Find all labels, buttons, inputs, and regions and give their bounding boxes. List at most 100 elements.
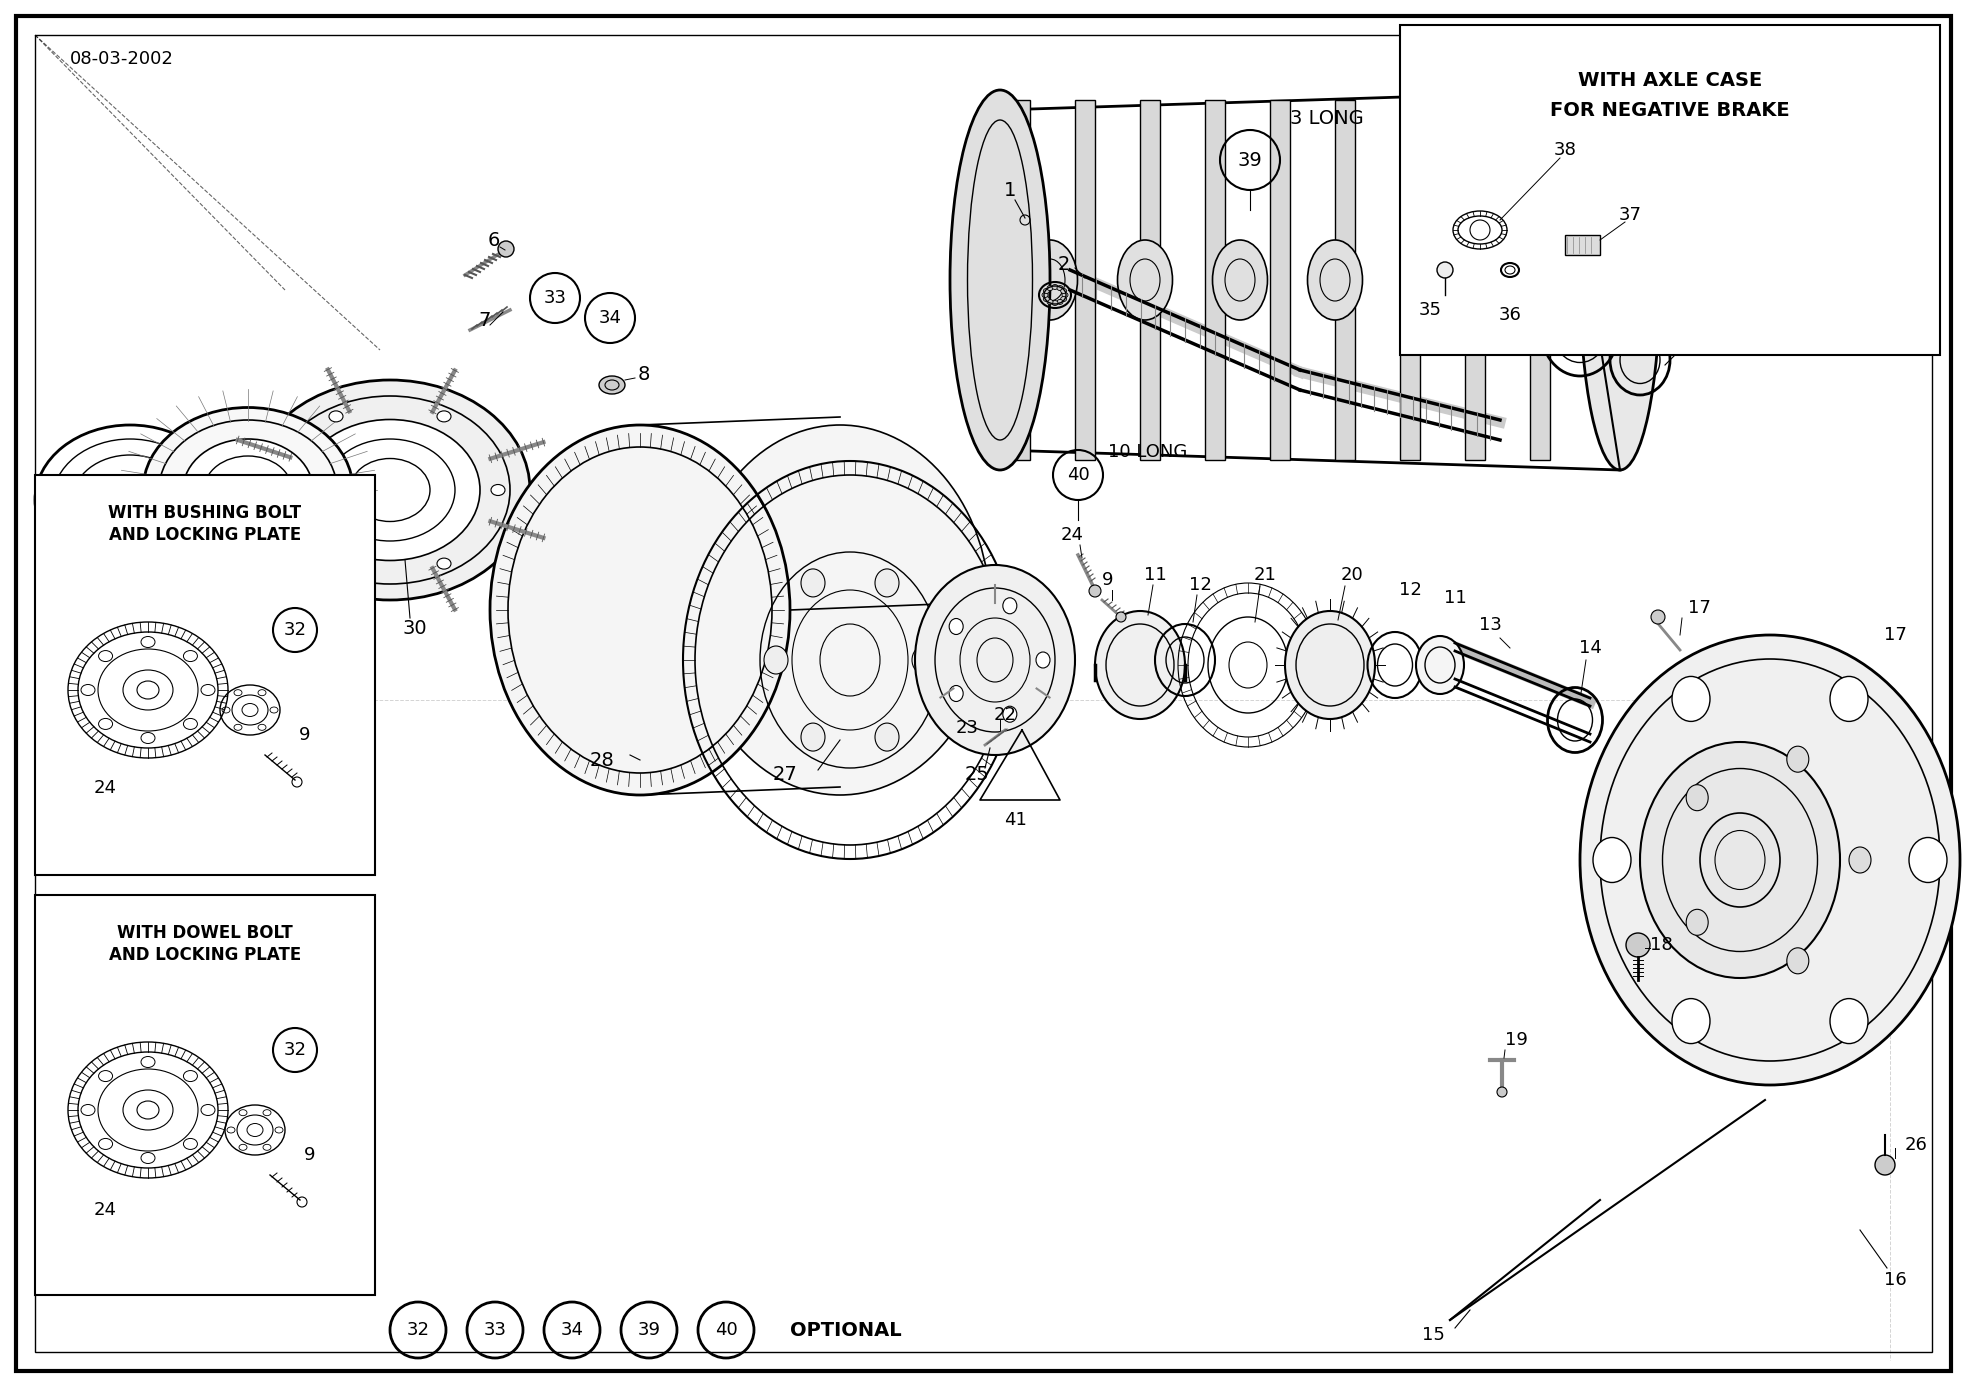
Ellipse shape	[1060, 288, 1066, 294]
Ellipse shape	[1526, 226, 1538, 234]
Ellipse shape	[1037, 652, 1050, 669]
Text: 30: 30	[403, 619, 427, 638]
Bar	[1401, 25, 1939, 355]
Ellipse shape	[1043, 288, 1048, 294]
Bar	[35, 474, 376, 875]
Bar	[1271, 100, 1290, 460]
Ellipse shape	[437, 558, 450, 569]
Text: 33: 33	[484, 1320, 506, 1338]
Ellipse shape	[1212, 240, 1267, 320]
Text: 9: 9	[299, 725, 311, 743]
Text: 32: 32	[407, 1320, 429, 1338]
Text: 14: 14	[1580, 639, 1601, 657]
Text: 18: 18	[1650, 936, 1672, 954]
Text: 19: 19	[1505, 1031, 1528, 1049]
Ellipse shape	[1052, 301, 1058, 305]
Text: 6: 6	[488, 230, 500, 250]
Bar	[1206, 100, 1225, 460]
Ellipse shape	[1043, 293, 1048, 297]
Text: 9: 9	[305, 1146, 317, 1164]
Text: WITH AXLE CASE: WITH AXLE CASE	[1578, 71, 1762, 90]
Ellipse shape	[1786, 947, 1810, 974]
Text: 24: 24	[1060, 526, 1084, 544]
Text: 30: 30	[209, 601, 232, 620]
Ellipse shape	[1003, 706, 1017, 723]
Bar	[1401, 100, 1420, 460]
Text: 16: 16	[1884, 1270, 1906, 1289]
Text: 17: 17	[1884, 626, 1906, 644]
Ellipse shape	[1640, 742, 1839, 978]
Text: 21: 21	[1253, 566, 1277, 584]
Text: 32: 32	[283, 621, 307, 639]
Bar	[1465, 100, 1485, 460]
Text: 36: 36	[1499, 307, 1520, 325]
Ellipse shape	[301, 419, 480, 560]
Ellipse shape	[1686, 910, 1707, 935]
Ellipse shape	[490, 424, 791, 795]
Ellipse shape	[1672, 677, 1709, 721]
Text: 3 LONG: 3 LONG	[1290, 108, 1363, 128]
Ellipse shape	[1056, 286, 1062, 290]
Text: 34: 34	[561, 1320, 584, 1338]
Ellipse shape	[1625, 196, 1637, 205]
Ellipse shape	[913, 646, 936, 674]
Bar	[1566, 234, 1599, 255]
Ellipse shape	[1416, 637, 1463, 694]
Text: 24: 24	[94, 1201, 116, 1219]
Ellipse shape	[1023, 240, 1078, 320]
Ellipse shape	[1583, 268, 1595, 276]
Text: WITH DOWEL BOLT: WITH DOWEL BOLT	[118, 924, 293, 942]
Text: 29: 29	[317, 610, 342, 630]
Ellipse shape	[1672, 999, 1709, 1043]
Circle shape	[1875, 1155, 1894, 1175]
Ellipse shape	[915, 565, 1076, 755]
Ellipse shape	[1542, 196, 1556, 205]
Text: 17: 17	[1688, 599, 1711, 617]
Text: 8: 8	[637, 366, 651, 384]
Ellipse shape	[1497, 240, 1552, 320]
Text: 12: 12	[1399, 581, 1422, 599]
Ellipse shape	[250, 380, 529, 601]
Text: 27: 27	[773, 766, 797, 785]
Ellipse shape	[1583, 183, 1595, 193]
Text: 28: 28	[590, 750, 616, 770]
Circle shape	[498, 241, 513, 257]
Ellipse shape	[600, 376, 626, 394]
Ellipse shape	[1402, 240, 1458, 320]
Bar	[1336, 100, 1355, 460]
Text: 9: 9	[1102, 571, 1113, 589]
Ellipse shape	[1308, 240, 1363, 320]
Text: 11: 11	[1143, 566, 1166, 584]
Text: 33: 33	[543, 288, 566, 307]
Ellipse shape	[183, 440, 313, 541]
Text: 4: 4	[1613, 286, 1623, 304]
Ellipse shape	[950, 90, 1050, 470]
Ellipse shape	[875, 723, 899, 752]
Text: 15: 15	[1422, 1326, 1446, 1344]
Text: 22: 22	[993, 706, 1017, 724]
Text: 1: 1	[1003, 180, 1017, 200]
Bar	[35, 895, 376, 1295]
Ellipse shape	[1043, 297, 1048, 301]
Ellipse shape	[275, 484, 289, 495]
Text: 2: 2	[1058, 255, 1070, 275]
Ellipse shape	[1786, 746, 1810, 773]
Text: 08-03-2002: 08-03-2002	[71, 50, 173, 68]
Ellipse shape	[1062, 293, 1068, 297]
Text: 35: 35	[1418, 301, 1442, 319]
Text: 11: 11	[1444, 589, 1465, 608]
Text: 39: 39	[1237, 151, 1263, 169]
Text: 40: 40	[1066, 466, 1090, 484]
Text: 31: 31	[63, 601, 87, 620]
Ellipse shape	[1520, 180, 1660, 280]
Ellipse shape	[328, 411, 342, 422]
Circle shape	[1438, 262, 1454, 277]
Text: 7: 7	[478, 311, 490, 330]
Text: 32: 32	[283, 1042, 307, 1060]
Circle shape	[1115, 612, 1125, 621]
Ellipse shape	[1542, 255, 1556, 264]
Text: 20: 20	[1341, 566, 1363, 584]
Text: 39: 39	[637, 1320, 661, 1338]
Ellipse shape	[1003, 598, 1017, 614]
Ellipse shape	[328, 558, 342, 569]
